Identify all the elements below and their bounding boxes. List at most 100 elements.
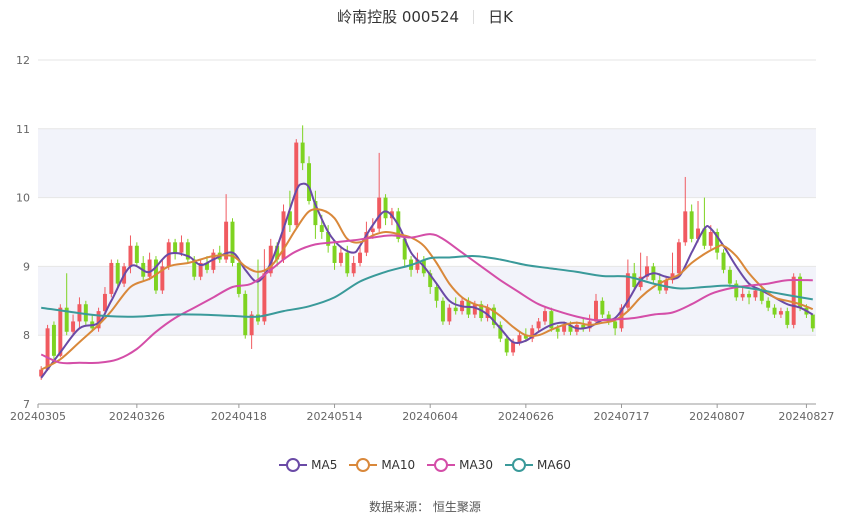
candle-body bbox=[689, 211, 694, 239]
candle-body bbox=[562, 324, 567, 332]
candle-body bbox=[664, 280, 669, 291]
legend-item-ma30[interactable]: MA30 bbox=[427, 458, 493, 472]
candle-body bbox=[632, 273, 637, 288]
candle-body bbox=[676, 242, 681, 274]
candle-body bbox=[179, 242, 184, 253]
candle-body bbox=[785, 311, 790, 325]
candle-body bbox=[549, 311, 554, 329]
candle-body bbox=[447, 307, 452, 322]
chart-title: 岭南控股 000524 日K bbox=[0, 6, 850, 27]
candle-body bbox=[638, 276, 643, 288]
candle-body bbox=[778, 311, 783, 315]
candle-body bbox=[721, 252, 726, 270]
legend-item-ma5[interactable]: MA5 bbox=[279, 458, 337, 472]
legend-label: MA5 bbox=[311, 458, 338, 472]
candle-body bbox=[453, 307, 458, 312]
x-tick-label: 20240604 bbox=[402, 410, 458, 423]
candle-body bbox=[619, 307, 624, 329]
legend-label: MA30 bbox=[459, 458, 494, 472]
legend-item-ma60[interactable]: MA60 bbox=[505, 458, 571, 472]
candle-body bbox=[440, 300, 445, 322]
candle-body bbox=[351, 262, 356, 274]
candle-body bbox=[307, 163, 312, 202]
x-tick-label: 20240305 bbox=[10, 410, 66, 423]
candle-body bbox=[715, 232, 720, 253]
candle-body bbox=[319, 225, 324, 232]
candle-body bbox=[243, 293, 248, 336]
candle-body bbox=[281, 211, 286, 260]
candle-body bbox=[338, 252, 343, 263]
candle-body bbox=[536, 321, 541, 329]
candle-body bbox=[364, 232, 369, 253]
candle-body bbox=[45, 328, 50, 370]
candle-body bbox=[58, 307, 63, 356]
legend-label: MA60 bbox=[537, 458, 571, 472]
x-tick-label: 20240326 bbox=[109, 410, 165, 423]
candle-body bbox=[766, 300, 771, 308]
candle-body bbox=[249, 314, 254, 336]
candle-body bbox=[128, 245, 133, 267]
candle-body bbox=[625, 273, 630, 308]
ma10-line bbox=[40, 208, 814, 371]
candle-body bbox=[383, 197, 388, 219]
candle-body bbox=[230, 221, 235, 263]
candle-body bbox=[472, 304, 477, 315]
x-tick-label: 20240827 bbox=[778, 410, 834, 423]
y-tick-label: 10 bbox=[16, 192, 30, 205]
y-tick-label: 11 bbox=[16, 123, 30, 136]
y-tick-label: 7 bbox=[23, 398, 30, 411]
candle-body bbox=[511, 342, 516, 353]
candle-body bbox=[332, 245, 337, 263]
candle-body bbox=[294, 142, 299, 226]
ma30-line bbox=[40, 233, 813, 365]
x-tick-label: 20240514 bbox=[307, 410, 363, 423]
candle-body bbox=[39, 369, 44, 377]
candle-body bbox=[740, 293, 745, 298]
candle-body bbox=[708, 232, 713, 246]
ma60-line bbox=[41, 255, 813, 318]
candle-body bbox=[262, 273, 267, 322]
candle-body bbox=[402, 238, 407, 260]
ma-lines bbox=[40, 182, 814, 379]
candle-body bbox=[753, 290, 758, 298]
candle-body bbox=[702, 228, 707, 246]
candle-body bbox=[71, 321, 76, 332]
candle-body bbox=[51, 324, 56, 356]
candle-body bbox=[645, 266, 649, 277]
candle-body bbox=[160, 266, 165, 291]
candle-body bbox=[268, 245, 273, 274]
x-tick-label: 20240717 bbox=[594, 410, 650, 423]
candle-body bbox=[134, 245, 139, 263]
candle-body bbox=[523, 335, 528, 339]
candle-body bbox=[600, 300, 605, 315]
candle-body bbox=[300, 142, 305, 164]
candle-body bbox=[345, 252, 350, 274]
x-tick-label: 20240807 bbox=[689, 410, 745, 423]
candle-body bbox=[415, 259, 420, 270]
legend-marker bbox=[434, 458, 449, 472]
legend-swatch bbox=[427, 458, 456, 472]
x-tick-label: 20240626 bbox=[498, 410, 554, 423]
candle-body bbox=[326, 232, 331, 246]
candle-body bbox=[810, 314, 815, 329]
candle-body bbox=[370, 228, 375, 232]
legend-marker bbox=[356, 458, 371, 472]
candle-body bbox=[83, 304, 88, 322]
candle-body bbox=[491, 307, 496, 325]
x-tick-label: 20240418 bbox=[211, 410, 267, 423]
legend-swatch bbox=[279, 458, 308, 472]
y-tick-label: 8 bbox=[23, 329, 30, 342]
candle-body bbox=[683, 211, 688, 243]
candle-body bbox=[185, 242, 190, 260]
candle-body bbox=[613, 321, 618, 329]
candle-body bbox=[772, 307, 777, 315]
candle-body bbox=[759, 290, 764, 301]
data-source: 数据来源： 恒生聚源 bbox=[369, 500, 481, 514]
legend-swatch bbox=[349, 458, 378, 472]
candle-body bbox=[568, 324, 573, 332]
legend-item-ma10[interactable]: MA10 bbox=[349, 458, 415, 472]
candle-body bbox=[313, 201, 318, 226]
period-label: 日K bbox=[488, 8, 513, 26]
legend-marker bbox=[286, 458, 301, 472]
candle-body bbox=[428, 273, 433, 288]
